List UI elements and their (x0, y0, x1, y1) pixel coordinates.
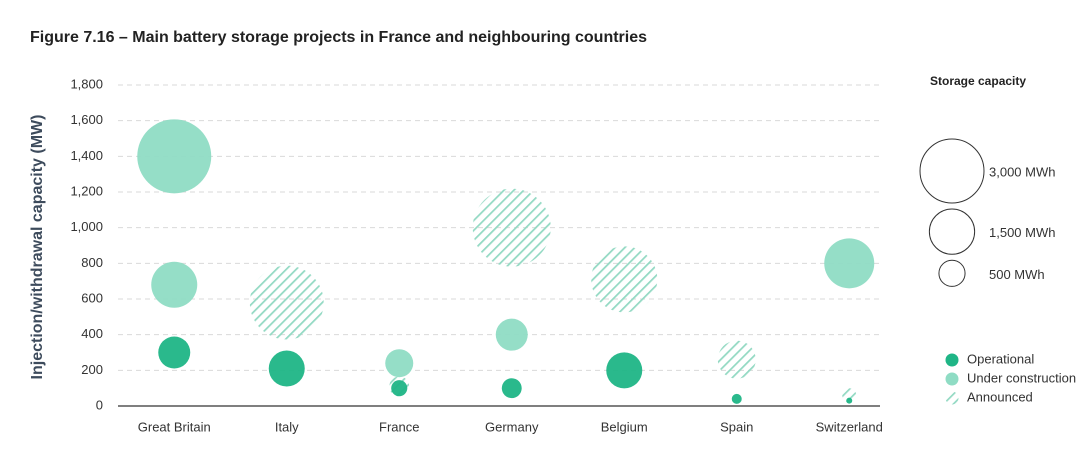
x-tick-label: Spain (720, 419, 753, 434)
bubble (846, 397, 853, 404)
bubble (591, 246, 658, 313)
y-tick-label: 800 (81, 255, 103, 270)
bubble (495, 318, 528, 351)
size-legend-label: 1,500 MWh (989, 225, 1055, 240)
bubble (268, 350, 305, 387)
legend-marker (945, 391, 959, 405)
bubble (472, 188, 551, 267)
bubble (824, 238, 875, 289)
bubble (249, 265, 324, 340)
size-legend-label: 3,000 MWh (989, 164, 1055, 179)
y-tick-label: 1,600 (70, 112, 103, 127)
y-tick-label: 1,400 (70, 148, 103, 163)
bubble (501, 378, 522, 399)
x-tick-label: Switzerland (816, 419, 883, 434)
bubble (606, 352, 643, 389)
size-legend-circle (938, 259, 966, 287)
x-tick-label: Italy (275, 419, 299, 434)
y-axis-label: Injection/withdrawal capacity (MW) (29, 115, 46, 380)
bubble (717, 340, 756, 379)
y-tick-label: 0 (96, 397, 103, 412)
legend-marker (945, 372, 959, 386)
y-tick-label: 1,200 (70, 183, 103, 198)
bubble (842, 388, 857, 403)
size-legend-label: 500 MWh (989, 267, 1045, 282)
bubble (137, 119, 212, 194)
legend-label: Under construction (967, 370, 1076, 385)
x-tick-label: Germany (485, 419, 539, 434)
y-tick-label: 1,000 (70, 219, 103, 234)
legend-label: Operational (967, 351, 1034, 366)
y-tick-label: 400 (81, 326, 103, 341)
x-tick-label: Belgium (601, 419, 648, 434)
bubble (385, 349, 414, 378)
legend-marker (945, 353, 959, 367)
y-tick-label: 600 (81, 290, 103, 305)
size-legend-circle (919, 138, 985, 204)
size-legend-circle (928, 208, 976, 255)
chart-title: Figure 7.16 – Main battery storage proje… (30, 29, 647, 46)
bubble (731, 393, 742, 404)
bubble (158, 336, 191, 369)
bubble (391, 380, 408, 397)
x-tick-label: Great Britain (138, 419, 211, 434)
size-legend-title: Storage capacity (930, 74, 1026, 88)
bubble (151, 261, 198, 308)
y-tick-label: 200 (81, 362, 103, 377)
x-tick-label: France (379, 419, 419, 434)
y-tick-label: 1,800 (70, 76, 103, 91)
legend-label: Announced (967, 389, 1033, 404)
